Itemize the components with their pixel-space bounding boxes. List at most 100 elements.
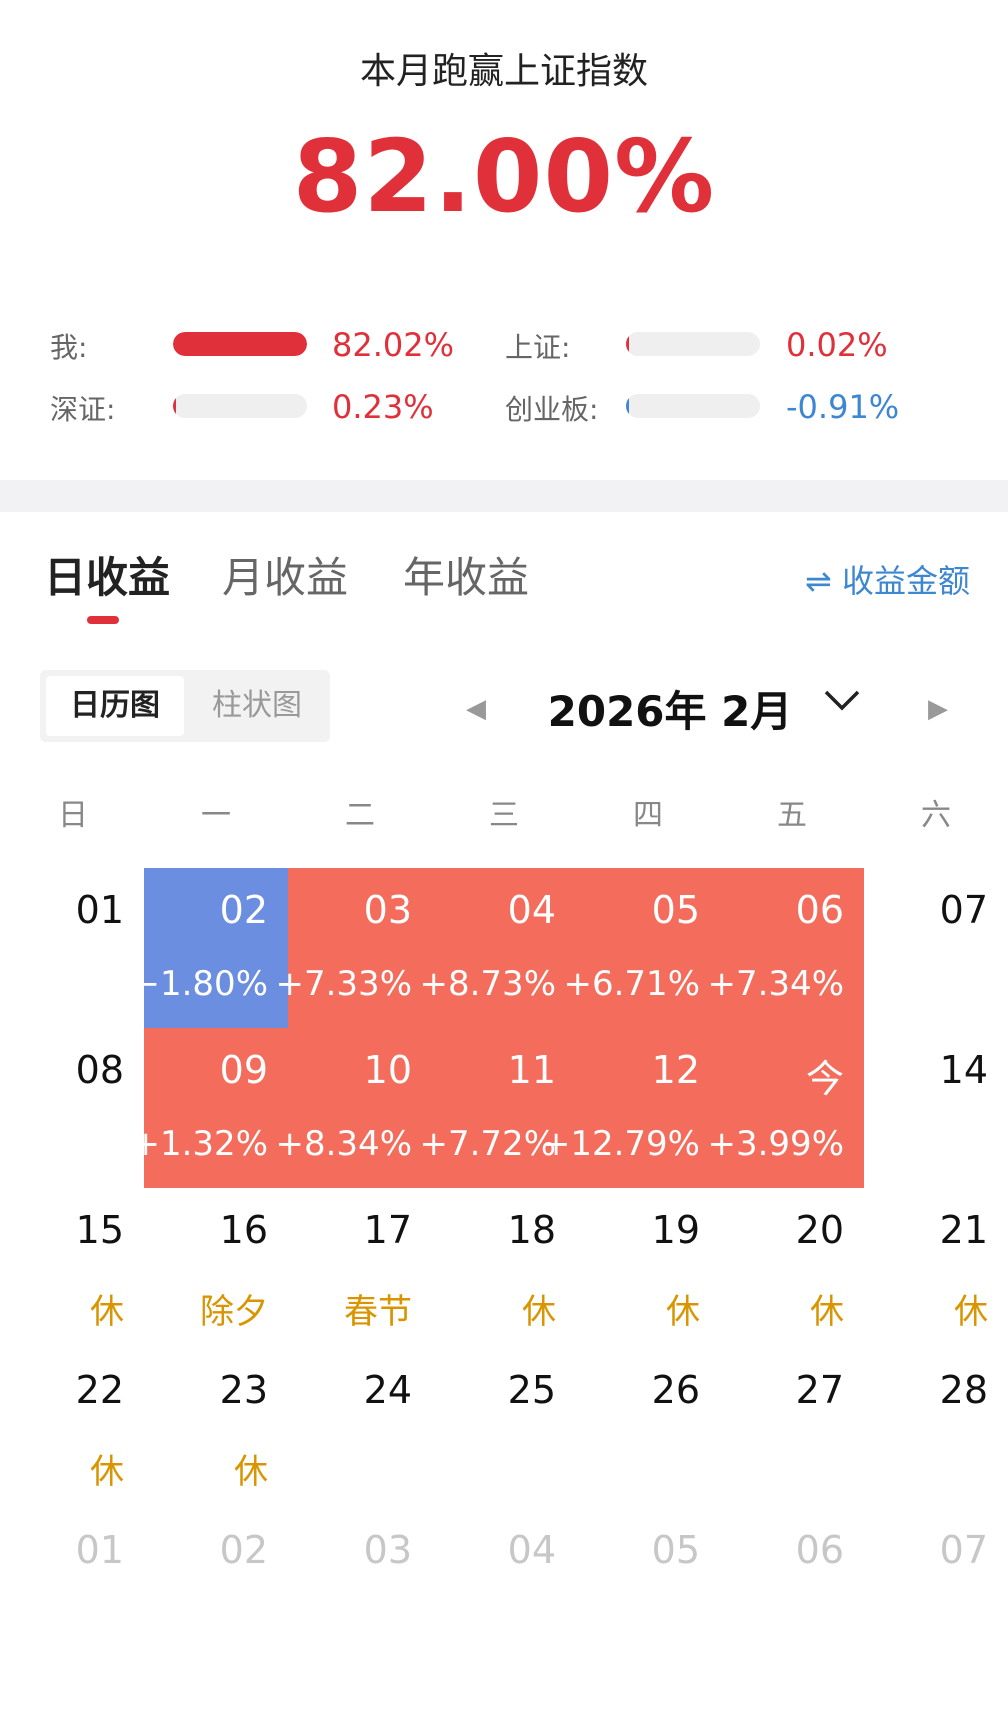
day-number: 19 <box>651 1208 700 1252</box>
holiday-label: 休 <box>522 1292 556 1332</box>
calendar-day-cell[interactable]: 28 <box>864 1348 1008 1508</box>
day-number: 03 <box>363 1528 412 1572</box>
calendar-day-cell[interactable]: 14 <box>864 1028 1008 1188</box>
day-number: 05 <box>651 888 700 932</box>
holiday-label: 休 <box>234 1452 268 1492</box>
holiday-label: 休 <box>954 1292 988 1332</box>
calendar-day-cell: 01 <box>28 1508 144 1668</box>
calendar-day-cell[interactable]: 26 <box>576 1348 720 1508</box>
weekday-label: 日 <box>58 798 88 833</box>
chevron-down-icon[interactable] <box>822 684 862 718</box>
day-number: 今 <box>805 1057 844 1101</box>
summary-title: 本月跑赢上证指数 <box>359 51 648 92</box>
calendar-day-cell[interactable]: 18 休 <box>432 1188 576 1348</box>
calendar-day-cell[interactable]: 15 休 <box>28 1188 144 1348</box>
weekday-label: 一 <box>201 798 231 833</box>
weekday-label: 三 <box>489 798 519 833</box>
day-number: 25 <box>507 1368 556 1412</box>
caret-left-icon[interactable]: ◀ <box>466 694 486 724</box>
calendar-day-cell[interactable]: 03 +7.33% <box>276 868 432 1028</box>
holiday-label: 春节 <box>344 1292 412 1332</box>
daily-return: +1.32% <box>131 1124 269 1164</box>
swap-icon: ⇌ <box>805 562 832 600</box>
day-number: 07 <box>939 1528 988 1572</box>
calendar-day-cell[interactable]: 19 休 <box>576 1188 720 1348</box>
calendar-day-cell[interactable]: 今 +3.99% <box>708 1028 864 1188</box>
szse-progress-bar <box>173 394 307 418</box>
day-number: 01 <box>75 888 124 932</box>
sse-label: 上证: <box>505 331 571 364</box>
holiday-label: 休 <box>810 1292 844 1332</box>
calendar-day-cell[interactable]: 02 −1.80% <box>132 868 288 1028</box>
sse-progress-fill <box>626 332 629 356</box>
chinext-label: 创业板: <box>505 393 599 426</box>
calendar-day-cell: 06 <box>720 1508 864 1668</box>
caret-right-icon[interactable]: ▶ <box>928 694 948 724</box>
day-number: 23 <box>219 1368 268 1412</box>
calendar-day-cell[interactable]: 11 +7.72% <box>420 1028 576 1188</box>
calendar-day-cell[interactable]: 25 <box>432 1348 576 1508</box>
daily-return: +8.34% <box>275 1124 413 1164</box>
day-number: 06 <box>795 1528 844 1572</box>
calendar-day-cell: 07 <box>864 1508 1008 1668</box>
calendar-day-cell[interactable]: 06 +7.34% <box>708 868 864 1028</box>
calendar-day-cell[interactable]: 27 <box>720 1348 864 1508</box>
calendar-day-cell[interactable]: 08 <box>28 1028 144 1188</box>
calendar-day-cell: 03 <box>288 1508 432 1668</box>
day-number: 04 <box>507 1528 556 1572</box>
calendar-day-cell[interactable]: 05 +6.71% <box>564 868 720 1028</box>
day-number: 15 <box>75 1208 124 1252</box>
day-number: 03 <box>363 888 412 932</box>
day-number: 18 <box>507 1208 556 1252</box>
day-number: 08 <box>75 1048 124 1092</box>
day-number: 27 <box>795 1368 844 1412</box>
calendar-day-cell[interactable]: 17 春节 <box>288 1188 432 1348</box>
day-number: 01 <box>75 1528 124 1572</box>
calendar-day-cell[interactable]: 20 休 <box>720 1188 864 1348</box>
holiday-label: 休 <box>90 1292 124 1332</box>
outperform-percent: 82.00% <box>292 118 716 235</box>
day-number: 11 <box>507 1048 556 1092</box>
chinext-progress-fill <box>626 394 629 418</box>
calendar-day-cell[interactable]: 01 <box>28 868 144 1028</box>
calendar-day-cell[interactable]: 22 休 <box>28 1348 144 1508</box>
tab-monthly[interactable]: 月收益 <box>222 553 349 602</box>
calendar-day-cell[interactable]: 12 +12.79% <box>542 1028 720 1188</box>
month-title[interactable]: 2026年 2月 <box>547 687 793 736</box>
day-number: 09 <box>219 1048 268 1092</box>
day-number: 06 <box>795 888 844 932</box>
day-number: 21 <box>939 1208 988 1252</box>
amount-toggle-button[interactable]: ⇌ 收益金额 <box>805 556 970 602</box>
day-number: 20 <box>795 1208 844 1252</box>
bar-view-button[interactable]: 柱状图 <box>212 688 302 723</box>
daily-return: +6.71% <box>563 964 701 1004</box>
calendar-day-cell[interactable]: 23 休 <box>144 1348 288 1508</box>
calendar-day-cell[interactable]: 07 <box>864 868 1008 1028</box>
daily-return: +3.99% <box>707 1124 845 1164</box>
day-number: 26 <box>651 1368 700 1412</box>
day-number: 28 <box>939 1368 988 1412</box>
calendar-day-cell[interactable]: 09 +1.32% <box>132 1028 288 1188</box>
calendar-day-cell[interactable]: 24 <box>288 1348 432 1508</box>
daily-return: +7.34% <box>707 964 845 1004</box>
chinext-value: -0.91% <box>786 388 900 426</box>
day-number: 10 <box>363 1048 412 1092</box>
weekday-label: 四 <box>633 798 663 833</box>
szse-label: 深证: <box>50 393 116 426</box>
calendar-day-cell: 04 <box>432 1508 576 1668</box>
weekday-label: 六 <box>921 798 951 833</box>
me-value: 82.02% <box>332 326 455 364</box>
calendar-day-cell: 02 <box>144 1508 288 1668</box>
calendar-day-cell[interactable]: 16 除夕 <box>144 1188 288 1348</box>
tab-yearly[interactable]: 年收益 <box>403 553 530 602</box>
weekday-label: 五 <box>777 798 807 833</box>
calendar-day-cell[interactable]: 21 休 <box>864 1188 1008 1348</box>
holiday-label: 休 <box>666 1292 700 1332</box>
day-number: 14 <box>939 1048 988 1092</box>
me-progress-fill <box>173 332 307 356</box>
calendar-day-cell[interactable]: 04 +8.73% <box>420 868 576 1028</box>
calendar-view-button[interactable]: 日历图 <box>46 676 184 736</box>
sse-progress-bar <box>626 332 760 356</box>
tab-daily[interactable]: 日收益 <box>44 553 171 602</box>
calendar-day-cell[interactable]: 10 +8.34% <box>276 1028 432 1188</box>
